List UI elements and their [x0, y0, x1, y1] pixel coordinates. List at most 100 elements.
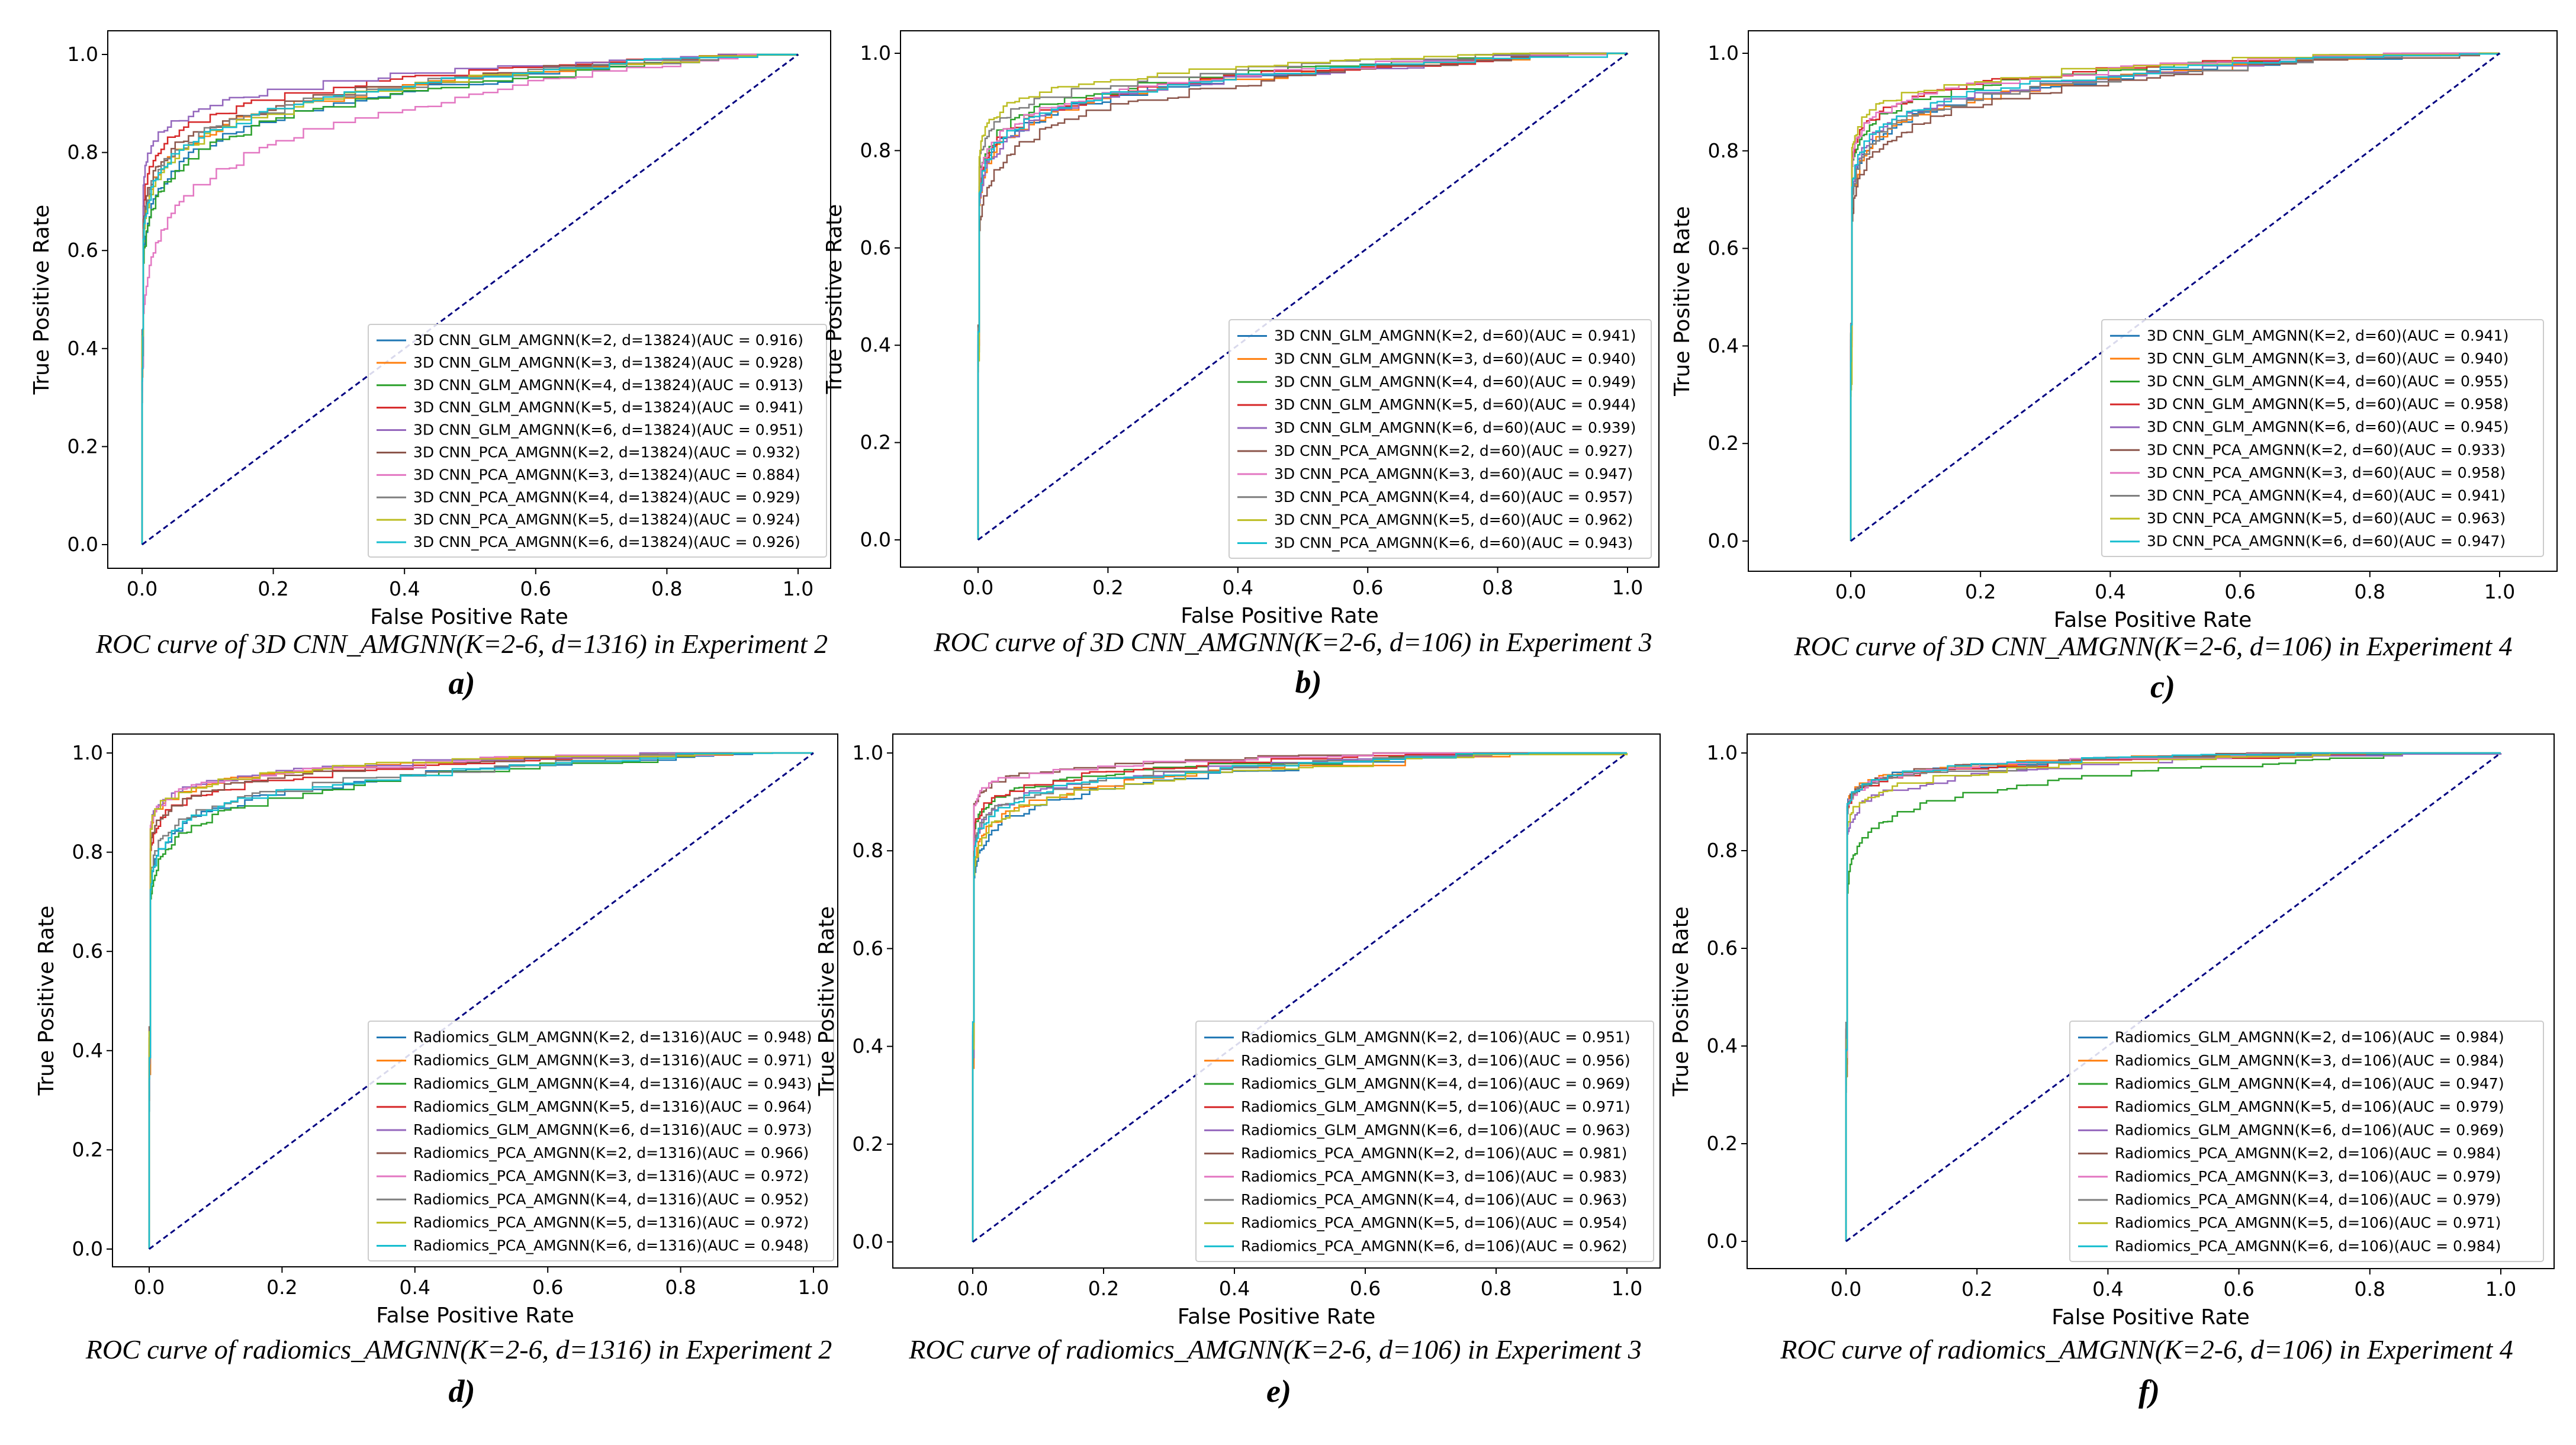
y-tick-label: 0.4	[1707, 1034, 1738, 1057]
legend-entry: Radiomics_PCA_AMGNN(K=3, d=1316)(AUC = 0…	[413, 1167, 809, 1185]
plot-frame	[1747, 733, 2555, 1269]
roc-series-line	[972, 752, 1627, 1242]
y-tick-label: 0.0	[1707, 1230, 1738, 1253]
legend-entry: 3D CNN_PCA_AMGNN(K=2, d=13824)(AUC = 0.9…	[413, 443, 800, 461]
panel-caption: ROC curve of radiomics_AMGNN(K=2-6, d=13…	[85, 1334, 832, 1364]
legend-entry: Radiomics_PCA_AMGNN(K=4, d=106)(AUC = 0.…	[1241, 1191, 1627, 1208]
y-tick-label: 0.4	[67, 337, 98, 360]
y-tick-label: 1.0	[853, 741, 883, 764]
legend-entry: 3D CNN_PCA_AMGNN(K=5, d=13824)(AUC = 0.9…	[413, 511, 800, 528]
x-tick-label: 0.4	[2092, 1277, 2123, 1301]
legend-entry: 3D CNN_PCA_AMGNN(K=6, d=13824)(AUC = 0.9…	[413, 533, 800, 551]
plot-frame	[892, 733, 1661, 1269]
y-axis-label: True Positive Rate	[822, 204, 847, 395]
legend-entry: 3D CNN_PCA_AMGNN(K=5, d=60)(AUC = 0.962)	[1274, 511, 1633, 529]
legend-entry: 3D CNN_PCA_AMGNN(K=4, d=60)(AUC = 0.941)	[2147, 487, 2506, 504]
legend-entry: 3D CNN_GLM_AMGNN(K=4, d=13824)(AUC = 0.9…	[413, 376, 803, 394]
x-tick-label: 0.0	[1835, 580, 1866, 603]
roc-series-line	[1850, 52, 2500, 541]
x-tick-label: 0.4	[2095, 580, 2125, 603]
panel-letter: b)	[1295, 664, 1322, 700]
x-tick-label: 0.4	[1219, 1277, 1250, 1300]
y-tick-label: 0.8	[1708, 139, 1739, 162]
x-axis-label: False Positive Rate	[2051, 1305, 2250, 1330]
legend-entry: 3D CNN_GLM_AMGNN(K=3, d=13824)(AUC = 0.9…	[413, 354, 803, 371]
panel-letter: c)	[2150, 669, 2175, 704]
legend-entry: Radiomics_PCA_AMGNN(K=6, d=1316)(AUC = 0…	[413, 1237, 809, 1254]
roc-series-line	[1850, 53, 2501, 541]
roc-panel-0: 0.0 0.0 0.2 0.2 0.4 0.4 0.6 0.6 0.8 0.8 1.0 1.0 Fals…	[30, 30, 831, 701]
x-tick-label: 0.2	[266, 1276, 297, 1299]
chance-diagonal	[972, 752, 1628, 1243]
roc-series-line	[148, 752, 813, 1249]
panel-caption: ROC curve of 3D CNN_AMGNN(K=2-6, d=106) …	[1793, 631, 2512, 661]
y-tick-label: 0.0	[853, 1230, 883, 1253]
legend-entry: Radiomics_GLM_AMGNN(K=3, d=106)(AUC = 0.…	[2115, 1052, 2504, 1069]
legend-entry: Radiomics_GLM_AMGNN(K=3, d=106)(AUC = 0.…	[1241, 1052, 1630, 1069]
legend-entry: Radiomics_GLM_AMGNN(K=6, d=106)(AUC = 0.…	[2115, 1121, 2504, 1138]
legend-entry: 3D CNN_GLM_AMGNN(K=5, d=60)(AUC = 0.958)	[2147, 395, 2509, 413]
panel-caption: ROC curve of 3D CNN_AMGNN(K=2-6, d=1316)…	[95, 629, 828, 659]
y-tick-label: 0.0	[72, 1237, 103, 1260]
roc-series-line	[977, 52, 1628, 540]
roc-series-line	[141, 53, 798, 545]
legend-entry: Radiomics_PCA_AMGNN(K=5, d=106)(AUC = 0.…	[2115, 1214, 2501, 1231]
y-tick-label: 1.0	[67, 43, 98, 66]
y-axis-label: True Positive Rate	[815, 906, 839, 1097]
legend-entry: Radiomics_GLM_AMGNN(K=4, d=1316)(AUC = 0…	[413, 1075, 812, 1092]
x-tick-label: 1.0	[1612, 576, 1643, 599]
y-tick-label: 0.6	[1708, 237, 1739, 260]
x-tick-label: 0.6	[520, 577, 551, 600]
legend-entry: Radiomics_PCA_AMGNN(K=4, d=1316)(AUC = 0…	[413, 1190, 809, 1208]
roc-series-line	[148, 752, 813, 1249]
legend-entry: 3D CNN_GLM_AMGNN(K=4, d=60)(AUC = 0.949)	[1274, 373, 1636, 390]
legend-entry: 3D CNN_PCA_AMGNN(K=5, d=60)(AUC = 0.963)	[2147, 510, 2506, 527]
chance-diagonal	[149, 752, 814, 1250]
legend-entry: Radiomics_GLM_AMGNN(K=5, d=1316)(AUC = 0…	[413, 1098, 812, 1115]
y-tick-label: 0.2	[853, 1132, 883, 1156]
legend-entry: Radiomics_GLM_AMGNN(K=2, d=106)(AUC = 0.…	[2115, 1029, 2504, 1046]
x-tick-label: 0.2	[1961, 1277, 1992, 1301]
legend-entry: Radiomics_GLM_AMGNN(K=3, d=1316)(AUC = 0…	[413, 1052, 812, 1069]
legend-entry: 3D CNN_GLM_AMGNN(K=2, d=60)(AUC = 0.941)	[1274, 327, 1636, 344]
legend-entry: 3D CNN_PCA_AMGNN(K=6, d=60)(AUC = 0.947)	[2147, 533, 2506, 550]
roc-panel-3: 0.0 0.0 0.2 0.2 0.4 0.4 0.6 0.6 0.8 0.8 1.0 1.0 Fals…	[34, 733, 838, 1409]
legend-entry: 3D CNN_GLM_AMGNN(K=6, d=60)(AUC = 0.945)	[2147, 419, 2509, 436]
x-tick-label: 1.0	[783, 577, 813, 600]
y-axis-label: True Positive Rate	[34, 906, 59, 1096]
roc-panel-2: 0.0 0.0 0.2 0.2 0.4 0.4 0.6 0.6 0.8 0.8 1.0 1.0 Fals…	[1670, 30, 2558, 704]
legend-entry: Radiomics_GLM_AMGNN(K=5, d=106)(AUC = 0.…	[2115, 1098, 2504, 1115]
x-tick-label: 0.2	[1092, 576, 1123, 599]
y-tick-label: 0.8	[72, 841, 103, 864]
roc-series-line	[1845, 752, 2501, 1241]
legend-entry: Radiomics_PCA_AMGNN(K=6, d=106)(AUC = 0.…	[1241, 1237, 1627, 1254]
x-tick-label: 0.6	[2224, 580, 2255, 603]
x-tick-label: 0.4	[389, 577, 420, 600]
y-axis-label: True Positive Rate	[1670, 206, 1694, 397]
x-axis-label: False Positive Rate	[370, 605, 568, 629]
legend-box	[368, 1021, 834, 1261]
roc-series-line	[972, 752, 1627, 1242]
roc-series-line	[977, 52, 1628, 540]
legend-entry: 3D CNN_GLM_AMGNN(K=2, d=60)(AUC = 0.941)	[2147, 327, 2509, 344]
roc-series-line	[972, 752, 1627, 1242]
legend-box	[1195, 1021, 1654, 1262]
x-tick-label: 1.0	[2484, 580, 2515, 603]
x-tick-label: 0.4	[400, 1276, 430, 1299]
legend-entry: Radiomics_PCA_AMGNN(K=4, d=106)(AUC = 0.…	[2115, 1191, 2501, 1208]
legend-entry: 3D CNN_GLM_AMGNN(K=2, d=13824)(AUC = 0.9…	[413, 332, 803, 349]
y-tick-label: 0.4	[72, 1039, 103, 1062]
y-tick-label: 0.6	[853, 936, 883, 960]
roc-panel-5: 0.0 0.0 0.2 0.2 0.4 0.4 0.6 0.6 0.8 0.8 1.0 1.0 Fals…	[1669, 733, 2555, 1409]
roc-panel-1: 0.0 0.0 0.2 0.2 0.4 0.4 0.6 0.6 0.8 0.8 1.0 1.0 Fals…	[822, 30, 1660, 700]
roc-series-line	[148, 752, 813, 1249]
y-tick-label: 0.8	[853, 839, 883, 862]
x-tick-label: 0.0	[127, 577, 157, 600]
legend-entry: Radiomics_GLM_AMGNN(K=4, d=106)(AUC = 0.…	[2115, 1075, 2504, 1092]
legend-entry: 3D CNN_PCA_AMGNN(K=2, d=60)(AUC = 0.927)	[1274, 442, 1633, 459]
legend-box	[2069, 1021, 2544, 1262]
legend-entry: Radiomics_PCA_AMGNN(K=6, d=106)(AUC = 0.…	[2115, 1237, 2501, 1254]
legend-entry: 3D CNN_GLM_AMGNN(K=6, d=60)(AUC = 0.939)	[1274, 419, 1636, 436]
legend-entry: 3D CNN_GLM_AMGNN(K=4, d=60)(AUC = 0.955)	[2147, 373, 2509, 390]
